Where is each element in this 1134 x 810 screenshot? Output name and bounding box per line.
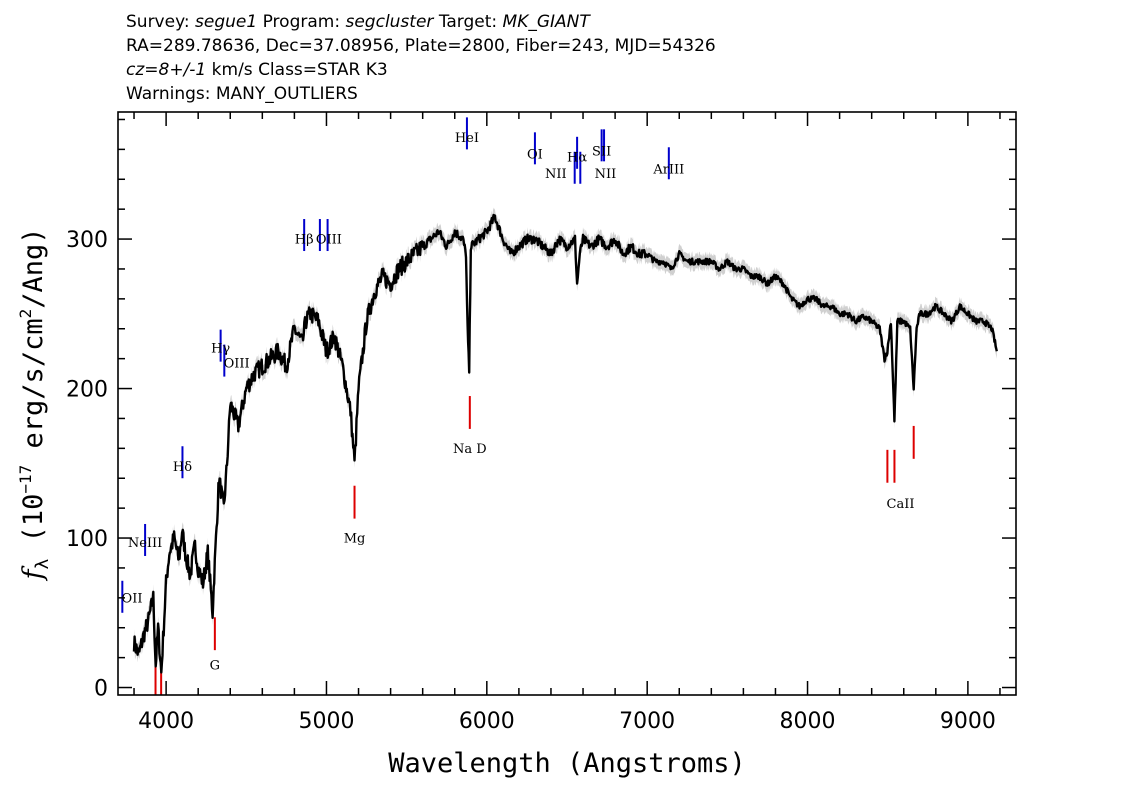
emission-label-hβ: Hβ (295, 233, 314, 248)
y-tick-label: 0 (94, 677, 108, 702)
x-tick-label: 9000 (940, 709, 996, 734)
x-tick-label: 4000 (138, 709, 194, 734)
absorption-label-na-d: Na D (453, 442, 487, 457)
survey-label: Survey: (126, 12, 190, 32)
survey-value: segue1 (195, 12, 258, 32)
y-axis-mid: erg/s/cm (18, 318, 49, 464)
absorption-label-mg: Mg (344, 532, 366, 547)
x-tick-label: 6000 (459, 709, 515, 734)
cz-unit-class: km/s Class=STAR K3 (211, 60, 388, 80)
y-axis-title: fλ (10−17 erg/s/cm2/Ang) (16, 227, 53, 581)
y-axis-post: /Ang) (18, 227, 49, 308)
emission-label-oi: OI (527, 147, 543, 162)
x-tick-label: 5000 (298, 709, 354, 734)
plot-frame (117, 111, 1017, 696)
emission-label-hα: Hα (567, 150, 587, 165)
header-line-warnings: Warnings: MANY_OUTLIERS (126, 84, 358, 104)
x-axis-title: Wavelength (Angstroms) (388, 748, 746, 779)
absorption-label-g: G (210, 659, 220, 674)
target-label: Target: (438, 12, 498, 32)
emission-label-hδ: Hδ (173, 460, 192, 475)
axis-ticks: 4000 5000 6000 7000 8000 9000 0 100 200 300 (66, 112, 1016, 734)
error-band-area (134, 207, 997, 680)
emission-label-hγ: Hγ (211, 342, 230, 357)
x-tick-label: 7000 (619, 709, 675, 734)
header-line-survey: Survey: segue1 Program: segcluster Targe… (126, 10, 716, 34)
y-axis-pre: (10 (18, 494, 49, 559)
y-axis-exp1: −17 (16, 465, 35, 494)
spectrum-header: Survey: segue1 Program: segcluster Targe… (126, 10, 716, 106)
emission-label-nii: NII (545, 167, 567, 182)
cz-value: cz=8+/-1 (126, 60, 207, 80)
target-value: MK_GIANT (502, 12, 590, 32)
y-tick-label: 200 (66, 378, 108, 403)
program-label: Program: (262, 12, 341, 32)
y-axis-f: f (18, 566, 49, 582)
emission-label-neiii: NeIII (128, 536, 162, 551)
y-axis-sub: λ (32, 559, 53, 570)
y-axis-exp2: 2 (16, 309, 35, 319)
emission-label-oii: OII (122, 591, 143, 606)
emission-label-oiii: OIII (316, 233, 342, 248)
line-markers (121, 117, 915, 695)
absorption-label-caii: CaII (887, 497, 915, 512)
header-line-coordinates: RA=289.78636, Dec=37.08956, Plate=2800, … (126, 36, 716, 56)
program-value: segcluster (345, 12, 434, 32)
error-band (134, 207, 997, 680)
emission-label-hei: HeI (455, 131, 479, 146)
y-tick-label: 100 (66, 527, 108, 552)
emission-label-sii: SII (592, 144, 611, 159)
y-tick-label: 300 (66, 228, 108, 253)
x-tick-label: 8000 (780, 709, 836, 734)
header-line-redshift: cz=8+/-1 km/s Class=STAR K3 (126, 58, 716, 82)
spectrum-series-line (132, 213, 998, 674)
emission-label-nii: NII (595, 167, 617, 182)
emission-label-ariii: ArIII (652, 162, 684, 177)
emission-label-oiii: OIII (224, 357, 250, 372)
